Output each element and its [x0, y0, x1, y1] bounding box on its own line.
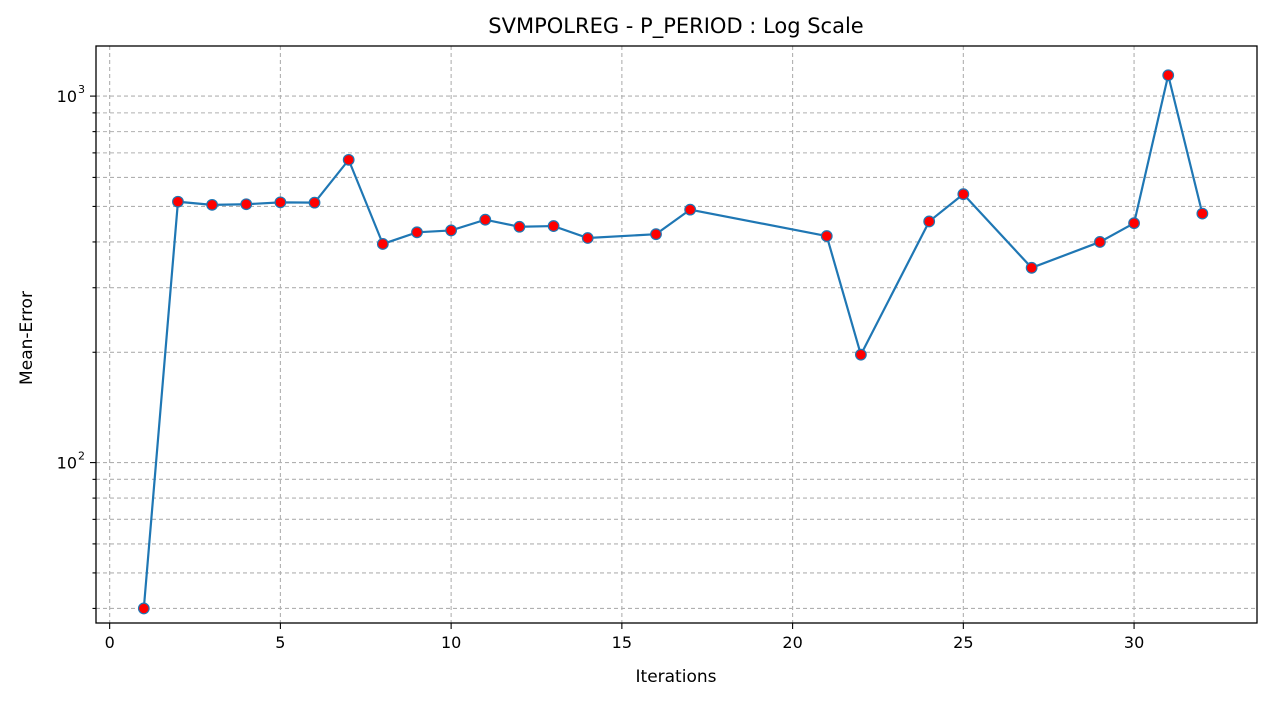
- data-point: [581, 232, 594, 244]
- x-tick-label: 15: [612, 633, 632, 652]
- data-point: [1094, 236, 1106, 248]
- data-point: [206, 198, 219, 211]
- x-tick-label: 30: [1124, 633, 1144, 652]
- data-point: [820, 230, 833, 242]
- data-point: [547, 220, 560, 232]
- y-tick-exponent: 2: [78, 450, 85, 463]
- x-axis-label: Iterations: [636, 667, 717, 687]
- x-tick-label: 0: [105, 633, 115, 652]
- data-point: [479, 213, 492, 226]
- data-point: [513, 220, 526, 233]
- x-tick-label: 25: [953, 633, 973, 652]
- data-point: [1162, 69, 1175, 82]
- x-tick-label: 10: [441, 633, 461, 652]
- x-tick-label: 20: [782, 633, 802, 652]
- y-axis-label: Mean-Error: [17, 291, 37, 385]
- data-point: [240, 198, 253, 211]
- data-point: [684, 203, 697, 216]
- series: [137, 69, 1209, 615]
- data-point: [1025, 261, 1038, 274]
- y-tick-label: 10: [57, 87, 77, 106]
- series-line: [142, 74, 1204, 609]
- data-point: [342, 153, 355, 166]
- data-point: [172, 195, 184, 208]
- data-point: [445, 224, 458, 237]
- chart-title: SVMPOLREG - P_PERIOD : Log Scale: [488, 14, 863, 39]
- data-point: [376, 238, 389, 250]
- y-tick-exponent: 3: [78, 83, 85, 96]
- x-tick-label: 5: [275, 633, 285, 652]
- data-point: [1128, 217, 1140, 230]
- data-point: [137, 602, 150, 615]
- data-point: [1196, 207, 1209, 220]
- plot-frame: [95, 45, 1258, 624]
- y-tick-label: 10: [57, 454, 77, 473]
- grid: [96, 46, 1257, 623]
- data-point: [854, 348, 867, 361]
- data-point: [957, 188, 970, 201]
- data-point: [308, 196, 321, 209]
- data-point: [274, 196, 287, 209]
- data-point: [411, 226, 423, 239]
- data-point: [650, 228, 662, 241]
- data-point: [923, 215, 936, 228]
